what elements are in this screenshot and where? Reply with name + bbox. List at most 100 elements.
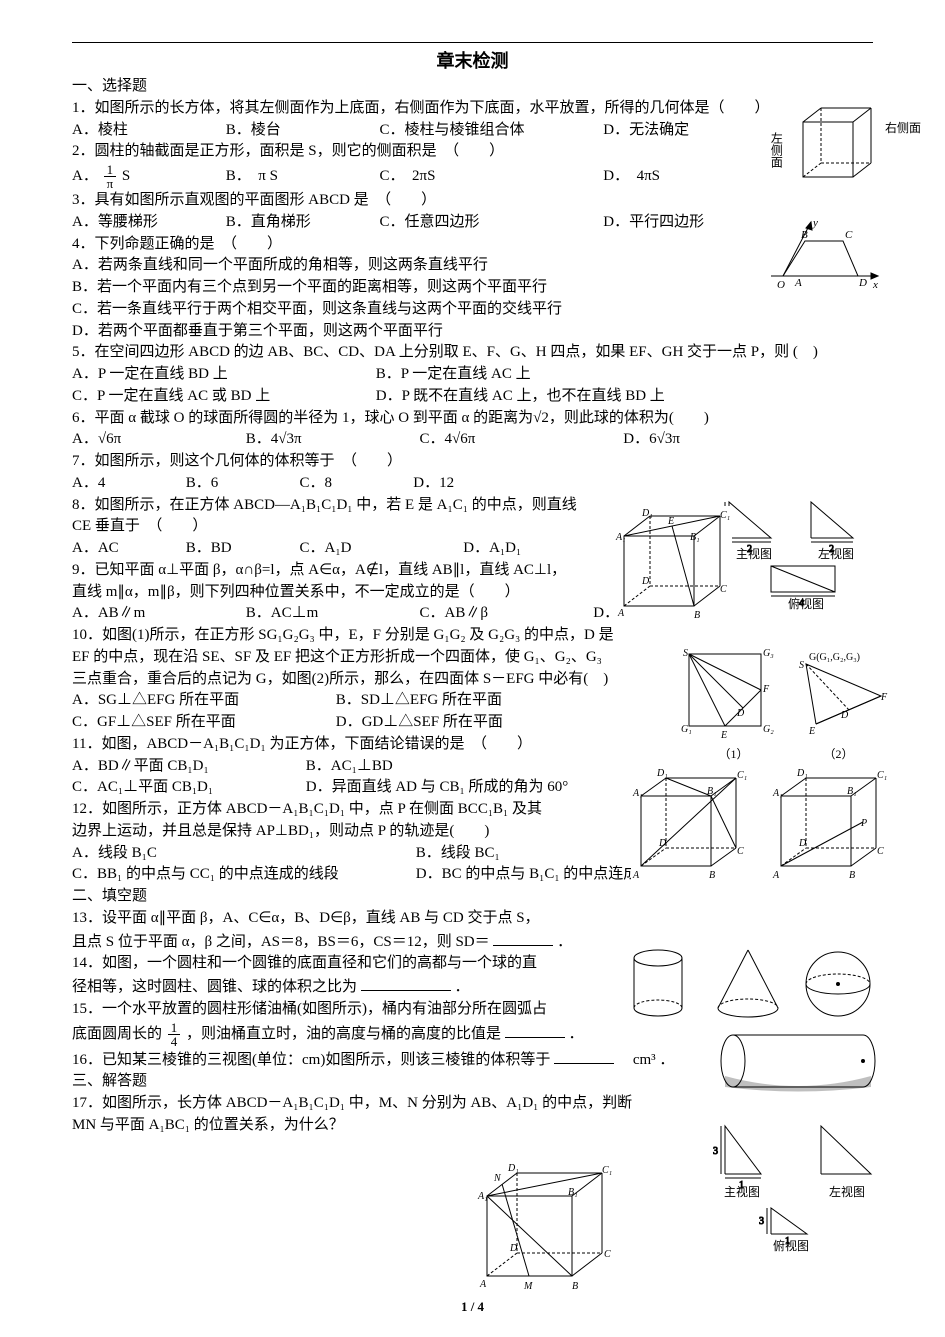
doc-title: 章末检测 xyxy=(72,48,873,74)
q17-cuboid-icon: A₁ B₁ C₁ D₁ N A M B C D xyxy=(472,1161,622,1291)
q13-l1: 13．设平面 α∥平面 β，A、C∈α，B、D∈β，直线 AB 与 CD 交于点… xyxy=(72,908,592,930)
q15-l2-post: ，则油桶直立时，油的高度与桶的高度的比值是 xyxy=(186,1026,501,1042)
svg-text:G₂: G₂ xyxy=(763,724,774,735)
q2-options: A． 1 π S B． π S C． 2πS D． 4πS xyxy=(72,163,873,190)
q9-optB: B．AC⊥m xyxy=(246,603,416,625)
svg-text:B₁: B₁ xyxy=(707,786,717,797)
label-front: 主视图 xyxy=(729,546,779,563)
q3-figure: y x O A B C D xyxy=(763,216,883,291)
blank-line xyxy=(505,1022,565,1038)
q4-optC: C．若一条直线平行于两个相交平面，则这条直线与这两个平面的交线平行 xyxy=(72,299,873,321)
q7-optA: A．4 xyxy=(72,473,182,495)
svg-text:D: D xyxy=(641,576,650,587)
q5-optC: C．P 一定在直线 AC 或 BD 上 xyxy=(72,386,372,408)
q3-optB: B．直角梯形 xyxy=(226,212,376,234)
q14-l1: 14．如图，一个圆柱和一个圆锥的底面直径和它们的高都与一个球的直 xyxy=(72,953,592,975)
q5-optA: A．P 一定在直线 BD 上 xyxy=(72,364,372,386)
q1-optB: B．棱台 xyxy=(226,120,376,142)
q7-optB: B．6 xyxy=(186,473,296,495)
q12-optC: C．BB₁ 的中点与 CC₁ 的中点连成的线段 xyxy=(72,864,412,886)
fold-tetra-icon: S G₃ F G₂ E D G₁ G(G₁,G₂,G₃) S F E D xyxy=(681,646,891,746)
section-1-heading: 一、选择题 xyxy=(72,76,873,98)
q17-l1: 17．如图所示，长方体 ABCD－A₁B₁C₁D₁ 中，M、N 分别为 AB、A… xyxy=(72,1093,772,1115)
q3-optD: D．平行四边形 xyxy=(603,212,763,234)
q10-l3: 三点重合，重合后的点记为 G，如图(2)所示，那么，在四面体 S－EFG 中必有… xyxy=(72,669,662,691)
svg-text:A₁: A₁ xyxy=(477,1191,488,1202)
q11-text: 11．如图，ABCD－A₁B₁C₁D₁ 为正方体，下面结论错误的是 （ ） xyxy=(72,734,632,756)
svg-text:D₁: D₁ xyxy=(641,508,653,519)
q15-l2-pre: 底面圆周长的 xyxy=(72,1026,162,1042)
svg-text:A: A xyxy=(772,870,780,881)
q12-optB: B．线段 BC₁ xyxy=(416,843,500,865)
content-area: 一、选择题 1．如图所示的长方体，将其左侧面作为上底面，右侧面作为下底面，水平放… xyxy=(72,76,873,1137)
label-left: 左视图 xyxy=(811,546,861,563)
svg-text:C₁: C₁ xyxy=(602,1165,612,1176)
oil-tank-icon xyxy=(713,1026,883,1096)
svg-text:D: D xyxy=(858,277,867,289)
svg-text:C: C xyxy=(877,846,884,857)
svg-text:B₁: B₁ xyxy=(568,1187,578,1198)
q16-unit: cm³ xyxy=(618,1052,656,1068)
q3-optC: C．任意四边形 xyxy=(380,212,600,234)
section-2-heading: 二、填空题 xyxy=(72,886,873,908)
svg-text:D₁: D₁ xyxy=(656,768,668,779)
q5-optD: D．P 既不在直线 AC 上，也不在直线 BD 上 xyxy=(376,386,665,408)
svg-text:P: P xyxy=(860,818,867,829)
q2-A-den: π xyxy=(104,177,117,190)
svg-text:B: B xyxy=(849,870,855,881)
q7-figure: 2 2 2 4 主视图 左视图 俯视图 xyxy=(721,488,891,608)
svg-text:S: S xyxy=(683,648,688,659)
label-front2: 主视图 xyxy=(717,1184,767,1201)
label-left-side: 左侧面 xyxy=(767,132,784,168)
q16-end: ． xyxy=(659,1052,674,1068)
svg-text:N: N xyxy=(493,1173,502,1184)
svg-text:A₁: A₁ xyxy=(772,788,783,799)
svg-text:G₃: G₃ xyxy=(763,648,774,659)
q14-post: ． xyxy=(455,979,470,995)
q11-options-2: C．AC₁⊥平面 CB₁D₁ D．异面直线 AD 与 CB₁ 所成的角为 60° xyxy=(72,777,632,799)
q10-optC: C．GF⊥△SEF 所在平面 xyxy=(72,712,332,734)
q16-figure: 3 1 3 1 主视图 左视图 俯视图 xyxy=(711,1116,891,1246)
frac-icon: 1 4 xyxy=(168,1021,181,1048)
q1-figure: 左侧面 右侧面 xyxy=(773,102,883,187)
svg-text:E: E xyxy=(720,730,727,741)
q4-optA: A．若两条直线和同一个平面所成的角相等，则这两条直线平行 xyxy=(72,255,873,277)
svg-text:C: C xyxy=(845,229,853,241)
q4-text: 4．下列命题正确的是 （ ） xyxy=(72,234,873,256)
svg-text:C₁: C₁ xyxy=(737,770,747,781)
svg-text:A: A xyxy=(794,277,802,289)
svg-text:B: B xyxy=(801,229,808,241)
q8-text-a: 8．如图所示，在正方体 ABCD—A₁B₁C₁D₁ 中，若 E 是 A₁C₁ 的… xyxy=(72,495,672,517)
q2-A-num: 1 xyxy=(104,163,117,177)
q6-text: 6．平面 α 截球 O 的球面所得圆的半径为 1，球心 O 到平面 α 的距离为… xyxy=(72,408,873,430)
q11-optA: A．BD∥平面 CB₁D₁ xyxy=(72,756,302,778)
blank-line xyxy=(493,930,553,946)
q11-optD: D．异面直线 AD 与 CB₁ 所成的角为 60° xyxy=(306,777,569,799)
q2-A-post: S xyxy=(122,166,130,188)
svg-text:G₁: G₁ xyxy=(681,724,692,735)
svg-text:A: A xyxy=(617,608,625,619)
fig2-label: （2） xyxy=(823,746,853,763)
svg-text:C: C xyxy=(604,1249,611,1260)
svg-text:A₁: A₁ xyxy=(615,532,626,543)
q11-q12-figure: A B C D A₁ B₁ C₁ D₁ A B C D A₁ B₁ C₁ D₁ … xyxy=(631,766,891,886)
cyl-cone-sphere-icon xyxy=(623,944,883,1024)
q9-optA: A．AB∥m xyxy=(72,603,242,625)
svg-text:A: A xyxy=(479,1279,487,1290)
q10-l1: 10．如图(1)所示，在正方形 SG₁G₂G₃ 中，E，F 分别是 G₁G₂ 及… xyxy=(72,625,662,647)
svg-text:A: A xyxy=(632,870,640,881)
svg-text:y: y xyxy=(812,217,818,229)
q5-options-2: C．P 一定在直线 AC 或 BD 上 D．P 既不在直线 AC 上，也不在直线… xyxy=(72,386,873,408)
page: 章末检测 一、选择题 1．如图所示的长方体，将其左侧面作为上底面，右侧面作为下底… xyxy=(0,0,945,1337)
q12-l2: 边界上运动，并且总是保持 AP⊥BD₁，则动点 P 的轨迹是( ) xyxy=(72,821,632,843)
q9-text-a: 9．已知平面 α⊥平面 β，α∩β=l，点 A∈α，A∉l，直线 AB∥l，直线… xyxy=(72,560,672,582)
q16-views-icon: 3 1 3 1 xyxy=(711,1116,891,1246)
svg-text:B: B xyxy=(694,610,700,621)
q1-optD: D．无法确定 xyxy=(603,120,763,142)
q2-text: 2．圆柱的轴截面是正方形，面积是 S，则它的侧面积是 （ ） xyxy=(72,141,873,163)
svg-text:M: M xyxy=(523,1281,533,1291)
svg-text:S: S xyxy=(799,660,804,671)
q6-optB: B．4√3π xyxy=(246,429,416,451)
q2-optB: B． π S xyxy=(226,166,376,188)
svg-text:C₁: C₁ xyxy=(877,770,887,781)
